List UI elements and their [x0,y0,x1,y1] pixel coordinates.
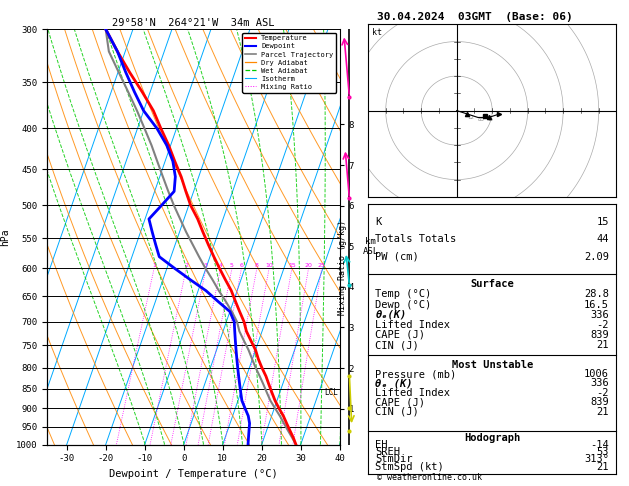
Text: -2: -2 [596,388,609,398]
Text: lo: lo [489,117,494,122]
Text: 4: 4 [218,263,223,268]
Text: 839: 839 [590,330,609,340]
Text: 16.5: 16.5 [584,299,609,310]
Text: -14: -14 [590,440,609,450]
Text: Hodograph: Hodograph [464,433,520,443]
Text: -2: -2 [596,320,609,330]
Text: CIN (J): CIN (J) [376,340,419,350]
Text: 20: 20 [304,263,313,268]
Text: kt: kt [372,28,382,36]
Text: StmDir: StmDir [376,454,413,465]
Text: Lifted Index: Lifted Index [376,320,450,330]
Text: Dewp (°C): Dewp (°C) [376,299,431,310]
Text: Most Unstable: Most Unstable [452,360,533,370]
Text: 5: 5 [230,263,234,268]
Text: Lifted Index: Lifted Index [376,388,450,398]
Text: 21: 21 [596,462,609,471]
Text: Surface: Surface [470,279,514,289]
Text: Mixing Ratio (g/kg): Mixing Ratio (g/kg) [338,220,347,315]
Text: 6: 6 [240,263,243,268]
Title: 29°58'N  264°21'W  34m ASL: 29°58'N 264°21'W 34m ASL [112,18,275,28]
Text: 1006: 1006 [584,369,609,379]
Text: Totals Totals: Totals Totals [376,234,457,244]
Text: 15: 15 [288,263,296,268]
Text: 313°: 313° [584,454,609,465]
Text: 28.8: 28.8 [584,290,609,299]
Text: 21: 21 [596,407,609,417]
Text: © weatheronline.co.uk: © weatheronline.co.uk [377,473,482,482]
Text: 2.09: 2.09 [584,252,609,262]
Text: Temp (°C): Temp (°C) [376,290,431,299]
Text: Pressure (mb): Pressure (mb) [376,369,457,379]
Text: 336: 336 [590,310,609,320]
Text: EH: EH [376,440,388,450]
Text: CAPE (J): CAPE (J) [376,398,425,407]
Text: LCL: LCL [324,388,338,397]
Text: K: K [376,217,382,226]
Text: CAPE (J): CAPE (J) [376,330,425,340]
Legend: Temperature, Dewpoint, Parcel Trajectory, Dry Adiabat, Wet Adiabat, Isotherm, Mi: Temperature, Dewpoint, Parcel Trajectory… [242,33,336,93]
Text: 2: 2 [184,263,188,268]
Text: 15: 15 [596,217,609,226]
Text: 21: 21 [596,340,609,350]
Text: 85: 85 [478,117,485,122]
Text: 336: 336 [590,379,609,388]
Text: CIN (J): CIN (J) [376,407,419,417]
Text: PW (cm): PW (cm) [376,252,419,262]
Text: 25: 25 [318,263,326,268]
Text: θₑ (K): θₑ (K) [376,379,413,388]
Text: 3: 3 [204,263,208,268]
Text: 8: 8 [255,263,259,268]
Text: 10: 10 [265,263,273,268]
Y-axis label: hPa: hPa [1,228,11,246]
Text: 839: 839 [590,398,609,407]
Text: 30.04.2024  03GMT  (Base: 06): 30.04.2024 03GMT (Base: 06) [377,12,573,22]
X-axis label: Dewpoint / Temperature (°C): Dewpoint / Temperature (°C) [109,469,278,479]
Text: 1: 1 [152,263,156,268]
Text: SREH: SREH [376,447,401,457]
Text: θₑ(K): θₑ(K) [376,310,407,320]
Text: StmSpd (kt): StmSpd (kt) [376,462,444,471]
Text: 44: 44 [596,234,609,244]
Y-axis label: km
ASL: km ASL [363,237,379,256]
Text: 53: 53 [596,447,609,457]
Text: 12: 12 [467,115,474,120]
